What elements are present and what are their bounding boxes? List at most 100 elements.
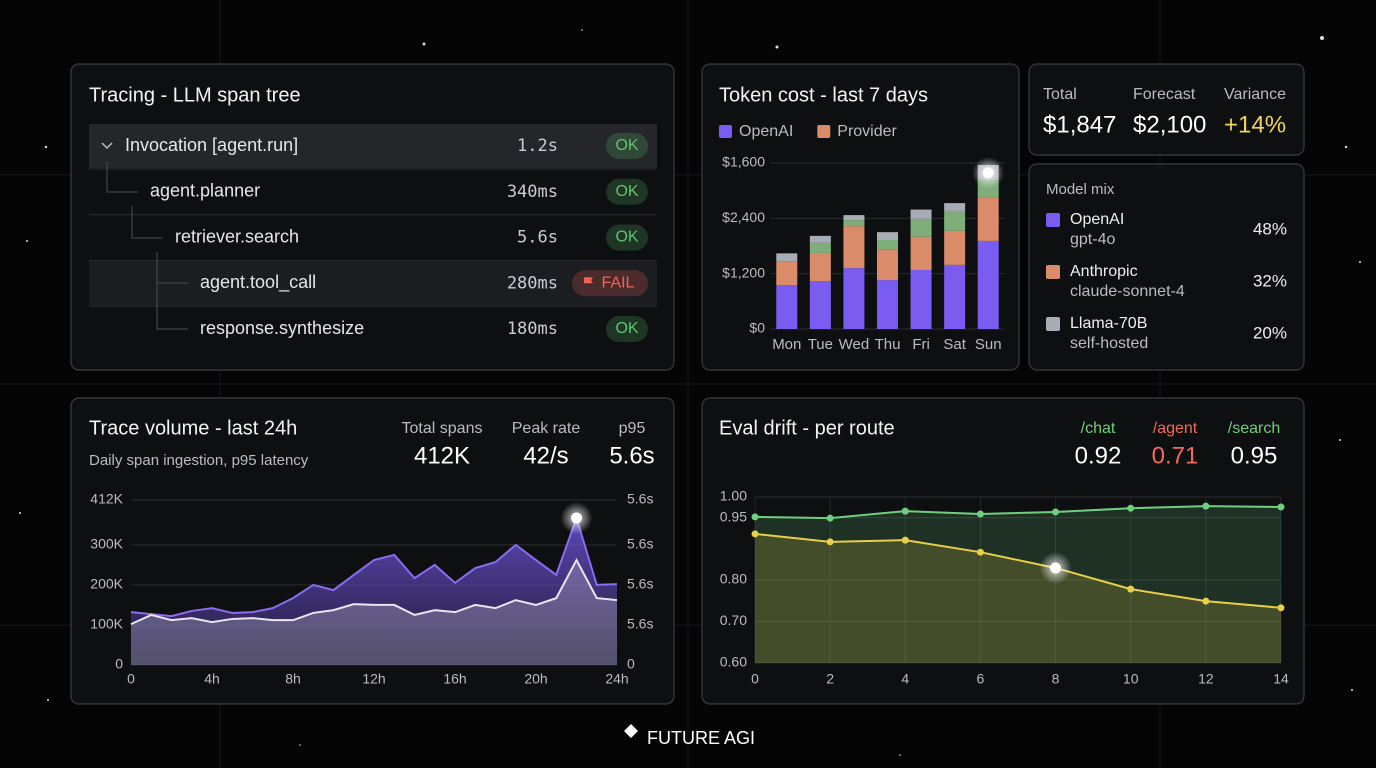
stat-value: 412K [414,442,470,469]
stat-value: 0.92 [1075,442,1122,469]
status-text: OK [615,320,638,337]
x-tick-label: Mon [772,336,801,353]
point [1202,502,1210,510]
status-text: OK [615,137,638,154]
y-tick-label: $1,600 [722,154,765,170]
bar-segment [877,249,898,281]
model-name: Anthropic [1070,263,1138,280]
y-tick-label: $1,200 [722,264,765,280]
point [1277,503,1285,511]
span-label: response.synthesize [200,318,364,338]
series-line [754,505,1282,520]
span-label: Invocation [agent.run] [125,135,298,155]
brand-icon [624,724,638,738]
area-fill [131,518,617,665]
panel-title: Tracing - LLM span tree [89,84,301,106]
point [901,536,909,544]
point [1127,585,1135,593]
x-tick-label: Sun [975,336,1002,353]
span-duration: 1.2s [517,136,558,156]
span-label: retriever.search [175,226,299,246]
y2-tick-label: 5.6s [627,576,653,592]
chart-title: Token cost - last 7 days [719,84,928,106]
x-tick-label: 16h [443,671,466,687]
x-tick-label: 20h [524,671,547,687]
highlight-point [571,512,582,524]
brand: FUTURE AGI [647,728,755,748]
row-highlight [89,124,657,168]
legend-swatch [719,125,732,138]
bar-segment [910,218,932,237]
stat-label: p95 [619,420,646,437]
point [1127,504,1135,512]
chart-title: Eval drift - per route [719,417,895,439]
legend-label: OpenAI [739,123,793,140]
y-tick-label: $2,400 [722,209,765,225]
model-detail: claude-sonnet-4 [1070,283,1185,300]
x-tick-label: 4 [901,671,909,687]
y-tick-label: 300K [90,536,123,552]
bar-segment [843,220,865,227]
y-tick-label: 1.00 [720,488,747,504]
bar-segment [776,261,798,286]
span-duration: 340ms [507,182,558,202]
point [826,514,834,522]
area-fill [131,560,617,665]
y2-tick-label: 5.6s [627,536,653,552]
status-pill [572,270,648,297]
stat-label: /agent [1153,420,1198,437]
bar-segment [910,209,932,219]
point [901,507,909,515]
point [976,548,984,556]
point [751,530,759,538]
highlight-point [982,167,994,179]
y-tick-label: 200K [90,576,123,592]
x-tick-label: 12 [1198,671,1214,687]
bar-segment [944,203,966,211]
bar-segment [944,230,966,265]
model-detail: gpt-4o [1070,231,1115,248]
bar-segment [877,232,898,241]
y-tick-label: 0.95 [720,508,747,524]
span-label: agent.tool_call [200,272,316,293]
bar-segment [809,242,831,253]
bar-segment [977,240,999,329]
point [1277,604,1285,612]
span-label: agent.planner [150,181,260,201]
summary-value: +14% [1224,111,1286,138]
model-mix-panel [1028,163,1305,371]
x-tick-label: 10 [1123,671,1139,687]
summary-label: Total [1043,86,1077,103]
series-line [130,514,618,618]
row-backgrounds [89,124,657,307]
stat-value: 5.6s [609,442,654,469]
stat-label: Total spans [402,420,483,437]
model-name: Llama-70B [1070,315,1147,332]
status-text: FAIL [602,274,635,291]
stat-value: 0.95 [1231,442,1278,469]
legend-swatch [817,125,831,138]
y-tick-label: 412K [90,491,123,507]
status-pill [606,316,648,342]
x-tick-label: 8h [285,671,301,687]
summary-value: $1,847 [1043,111,1116,138]
x-tick-label: Fri [912,336,930,353]
y-tick-label: 0 [115,656,123,672]
bar-segment [910,236,932,270]
x-tick-label: Tue [808,336,833,353]
area-fill [755,533,1281,663]
summary-label: Variance [1224,86,1286,103]
stat-value: 0.71 [1152,442,1199,469]
y-tick-label: 0.70 [720,612,747,628]
y-tick-label: $0 [749,320,765,336]
flag-icon [584,277,593,290]
model-share: 20% [1253,323,1287,342]
summary-panel [1028,63,1305,156]
bar-segment [776,285,798,329]
area-fill [755,506,1281,663]
highlight-point [1050,562,1062,574]
bar-segment [809,281,831,329]
x-tick-label: 8 [1052,671,1060,687]
y-tick-label: 100K [90,616,123,632]
bar-segment [910,269,932,329]
